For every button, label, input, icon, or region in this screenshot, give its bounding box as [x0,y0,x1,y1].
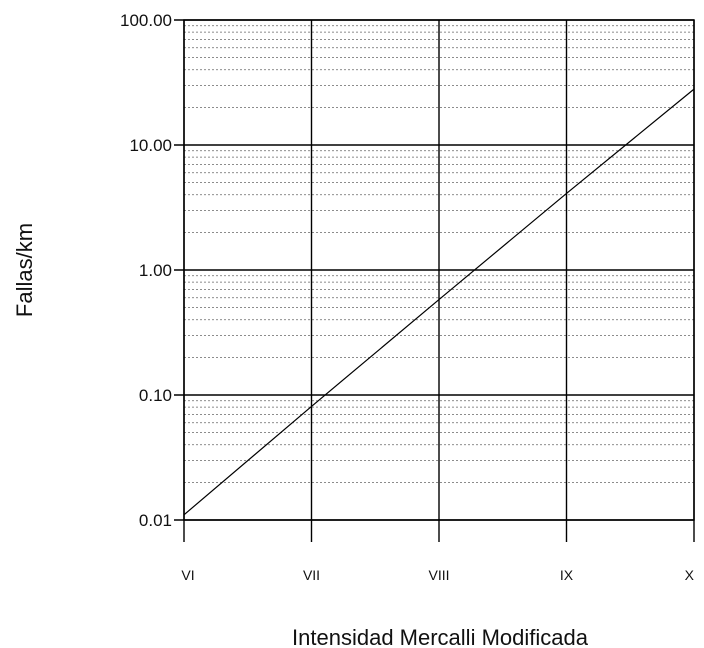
x-tick-label: X [685,567,695,583]
series-line [183,88,695,516]
x-tick-label: VI [181,567,194,583]
y-tick-label: 100.00 [120,11,172,30]
y-tick-label: 1.00 [139,261,172,280]
y-tick-label: 0.01 [139,511,172,530]
minor-gridlines [184,25,694,483]
y-axis-title: Fallas/km [12,223,37,317]
major-gridlines [174,19,695,542]
plot-frame [183,19,695,521]
x-tick-label: VII [303,567,320,583]
x-tick-label: VIII [428,567,449,583]
series-layer [183,88,695,516]
y-tick-labels: 0.01 0.10 1.00 10.00 100.00 [120,11,172,530]
x-axis-title: Intensidad Mercalli Modificada [292,625,589,648]
y-tick-label: 10.00 [129,136,172,155]
x-tick-label: IX [560,567,574,583]
x-tick-labels: VI VII VIII IX X [181,567,694,583]
y-tick-label: 0.10 [139,386,172,405]
